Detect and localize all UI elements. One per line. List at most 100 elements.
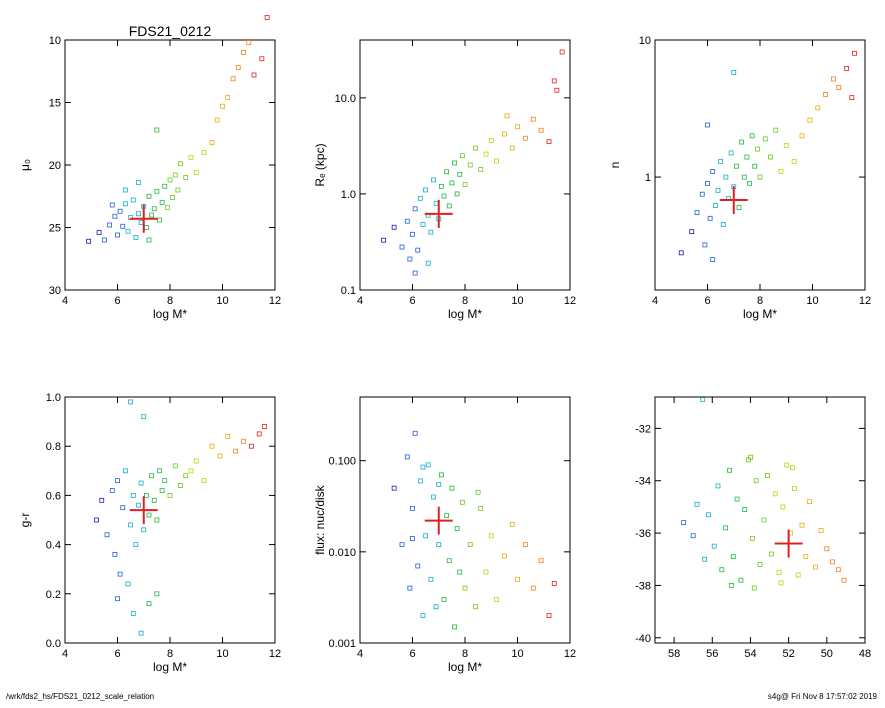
data-point [446,558,452,564]
data-point [141,527,147,533]
chart-panel-5: 4 6 8 10 12 0.001 0.010 0.100 log M* flux: nuc/di… [313,396,576,674]
data-point [410,536,415,541]
data-point [423,187,429,193]
data-point [94,517,99,523]
data-point [551,581,557,586]
data-point [504,113,510,119]
data-point [143,225,149,230]
data-point [694,210,700,216]
data-point [752,163,758,169]
data-point [738,577,744,583]
data-point [438,472,444,478]
data-point [715,187,721,193]
x-tick-label: 4 [357,295,363,307]
data-point [799,133,805,139]
data-point [164,205,170,210]
data-point [410,505,415,511]
data-point [391,224,397,230]
data-point [109,202,115,208]
data-point [157,217,162,223]
data-point [99,497,105,503]
y-tick-label: 0.001 [328,638,356,650]
data-point [407,585,413,591]
y-tick-label: -32 [635,423,651,435]
data-point [807,117,813,123]
x-tick-label: 10 [216,295,228,307]
data-point [690,533,696,539]
data-point [188,468,194,474]
data-point [209,140,215,145]
y-tick-label: 0.8 [46,441,61,453]
data-point [431,494,436,500]
data-point [188,155,194,160]
data-point [412,206,418,212]
data-point [457,171,463,177]
data-point [768,154,773,160]
data-point [712,203,718,208]
data-point [444,169,450,175]
data-point [415,247,421,253]
data-point [112,213,118,219]
y-tick-label: -34 [635,476,651,488]
data-point [751,585,757,591]
x-tick-label: 6 [114,295,120,307]
points-group [381,49,565,276]
data-point [410,231,415,237]
x-tick-label: 54 [744,648,756,660]
data-point [803,554,809,560]
y-tick-label: 10.0 [335,93,356,105]
data-point [201,150,207,155]
y-tick-label: 20 [49,160,61,172]
y-axis-label: μ₀ [18,159,32,171]
data-point [706,512,711,518]
data-point [193,458,199,464]
data-point [515,124,520,130]
data-point [149,473,155,479]
data-point [136,502,141,508]
data-point [420,613,426,618]
data-point [183,175,189,180]
data-point [835,567,841,573]
data-point [146,193,152,199]
data-point [417,195,423,201]
figure-title: FDS21_0212 [129,23,212,39]
y-axis-label: Rₑ (kpc) [313,143,327,186]
data-point [233,448,239,454]
data-point [117,208,123,214]
data-point [141,414,147,420]
data-point [146,512,152,518]
data-point [849,95,855,100]
data-point [473,604,478,610]
plot-frame [654,39,866,291]
plot-frame [654,396,866,644]
x-tick-label: 10 [216,648,228,660]
data-point [700,397,706,403]
x-tick-label: 6 [704,295,710,307]
data-point [423,533,429,539]
x-tick-label: 12 [859,295,871,307]
data-point [151,497,157,503]
data-point [431,177,436,183]
data-point [133,235,139,240]
data-point [783,143,789,148]
data-point [546,613,552,618]
data-point [122,468,128,474]
data-point [483,569,489,575]
data-point [473,145,478,151]
data-point [101,237,107,243]
data-point [812,564,818,570]
data-point [125,581,131,587]
data-point [554,87,560,93]
data-point [109,488,115,493]
data-point [128,522,134,528]
points-group [86,15,270,244]
y-tick-label: 1.0 [341,189,356,201]
x-tick-label: 6 [409,295,415,307]
plot-frame [359,396,571,644]
data-point [707,215,713,221]
data-point [230,76,236,82]
y-tick-label: 30 [49,285,61,297]
data-point [494,597,499,602]
data-point [483,151,489,157]
points-group [678,50,857,262]
